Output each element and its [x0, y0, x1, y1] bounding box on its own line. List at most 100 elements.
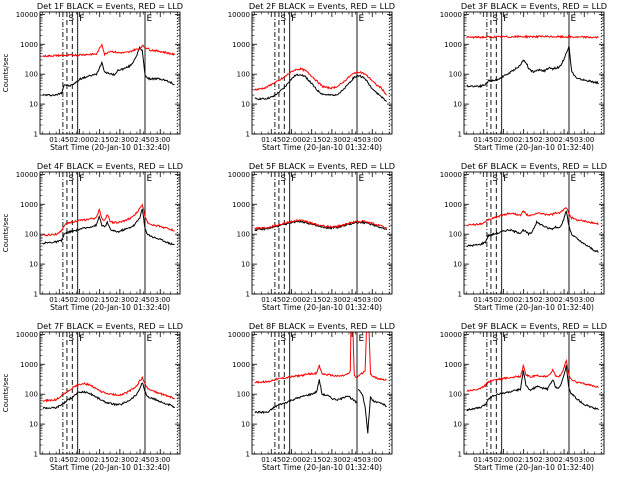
x-tick-label: 02:15 [90, 296, 110, 304]
y-tick-label: 1000 [20, 201, 38, 209]
marker-label: E [571, 14, 577, 24]
x-tick-label: 02:30 [534, 296, 554, 304]
x-tick-label: 03:00 [574, 296, 594, 304]
y-tick-label: 1000 [232, 201, 250, 209]
marker-label: E [571, 334, 577, 344]
y-tick-label: 10 [29, 261, 38, 269]
y-axis-label: Counts/sec [2, 374, 10, 413]
chart-panel-9: Det 9F BLACK = Events, RED = LLD 1 10 100 10… [440, 321, 607, 472]
y-tick-label: 10 [241, 421, 250, 429]
marker-label: S [280, 334, 286, 344]
lld-series-line [254, 219, 387, 230]
y-tick-label: 10000 [16, 11, 38, 19]
x-tick-label: 02:45 [130, 296, 150, 304]
y-tick-label: 1 [458, 291, 462, 299]
x-tick-label: 01:45 [261, 136, 281, 144]
lld-series-line [254, 66, 387, 96]
x-tick-label: 02:30 [322, 136, 342, 144]
y-tick-label: 1 [34, 291, 38, 299]
y-tick-label: 1 [34, 451, 38, 459]
marker-label: E [359, 14, 365, 24]
x-tick-label: 01:45 [473, 136, 493, 144]
y-tick-label: 10 [453, 421, 462, 429]
x-tick-label: 02:45 [342, 296, 362, 304]
series-group [466, 358, 599, 412]
x-tick-label: 02:00 [493, 456, 513, 464]
x-axis-label: Start Time (20-Jan-10 01:32:40) [50, 303, 170, 312]
x-axis-label: Start Time (20-Jan-10 01:32:40) [474, 143, 594, 152]
events-series-line [466, 210, 599, 253]
plot-frame [39, 11, 181, 135]
marker-label: F [291, 174, 296, 184]
plot-frame [251, 11, 393, 135]
marker-label: S [68, 14, 74, 24]
y-tick-label: 10000 [228, 171, 250, 179]
marker-label: S [492, 14, 498, 24]
events-series-line [466, 45, 599, 89]
y-tick-label: 10 [453, 261, 462, 269]
marker-label: E [147, 14, 153, 24]
y-tick-label: 100 [25, 391, 38, 399]
x-tick-label: 01:45 [473, 296, 493, 304]
x-tick-label: 01:45 [49, 296, 69, 304]
plot-frame [39, 331, 181, 455]
x-tick-label: 03:00 [574, 456, 594, 464]
y-tick-label: 10000 [440, 11, 462, 19]
events-series-line [254, 379, 358, 414]
marker-label: S [68, 174, 74, 184]
x-tick-label: 01:45 [261, 296, 281, 304]
lld-series-line [466, 207, 599, 227]
y-tick-label: 100 [449, 71, 462, 79]
x-tick-label: 02:30 [322, 296, 342, 304]
chart-title: Det 4F BLACK = Events, RED = LLD [37, 161, 183, 171]
y-tick-label: 100 [25, 71, 38, 79]
y-tick-label: 100 [449, 391, 462, 399]
x-tick-label: 02:00 [493, 136, 513, 144]
x-tick-label: 03:00 [150, 456, 170, 464]
events-series-line [42, 45, 175, 97]
x-tick-label: 03:00 [362, 136, 382, 144]
x-tick-label: 02:45 [554, 136, 574, 144]
marker-label: E [147, 334, 153, 344]
chart-panel-1: Det 1F BLACK = Events, RED = LLD 1 10 100 10… [2, 1, 183, 152]
lld-series-line [466, 34, 599, 40]
x-tick-label: 02:30 [534, 456, 554, 464]
marker-label: S [280, 174, 286, 184]
marker-label: F [79, 334, 84, 344]
x-tick-label: 02:15 [514, 456, 534, 464]
x-tick-label: 01:45 [473, 456, 493, 464]
lld-series-line [466, 358, 599, 392]
marker-label: S [492, 334, 498, 344]
series-group [466, 34, 599, 89]
lld-series-line [42, 43, 175, 58]
x-tick-label: 02:00 [281, 456, 301, 464]
plot-frame [463, 171, 605, 295]
chart-title: Det 6F BLACK = Events, RED = LLD [461, 161, 607, 171]
chart-title: Det 2F BLACK = Events, RED = LLD [249, 1, 395, 11]
marker-label: F [291, 14, 296, 24]
events-series-line [42, 382, 176, 410]
chart-panel-6: Det 6F BLACK = Events, RED = LLD 1 10 100 10… [440, 161, 607, 312]
x-axis-label: Start Time (20-Jan-10 01:32:40) [474, 463, 594, 472]
x-axis-label: Start Time (20-Jan-10 01:32:40) [50, 143, 170, 152]
events-series-line [357, 388, 387, 434]
x-tick-label: 03:00 [362, 456, 382, 464]
x-tick-label: 03:00 [150, 296, 170, 304]
marker-label: F [79, 174, 84, 184]
y-tick-label: 10 [241, 261, 250, 269]
y-tick-label: 10000 [228, 11, 250, 19]
chart-panel-4: Det 4F BLACK = Events, RED = LLD 1 10 100 10… [2, 161, 183, 312]
y-tick-label: 1000 [444, 41, 462, 49]
y-tick-label: 1000 [444, 201, 462, 209]
marker-label: S [68, 334, 74, 344]
y-tick-label: 10000 [228, 331, 250, 339]
y-tick-label: 1000 [444, 361, 462, 369]
marker-label: F [291, 334, 296, 344]
y-tick-label: 100 [237, 71, 250, 79]
chart-title: Det 5F BLACK = Events, RED = LLD [249, 161, 395, 171]
marker-label: F [503, 14, 508, 24]
y-tick-label: 10 [453, 101, 462, 109]
x-tick-label: 02:45 [342, 136, 362, 144]
y-tick-label: 1000 [232, 361, 250, 369]
x-tick-label: 02:45 [554, 296, 574, 304]
